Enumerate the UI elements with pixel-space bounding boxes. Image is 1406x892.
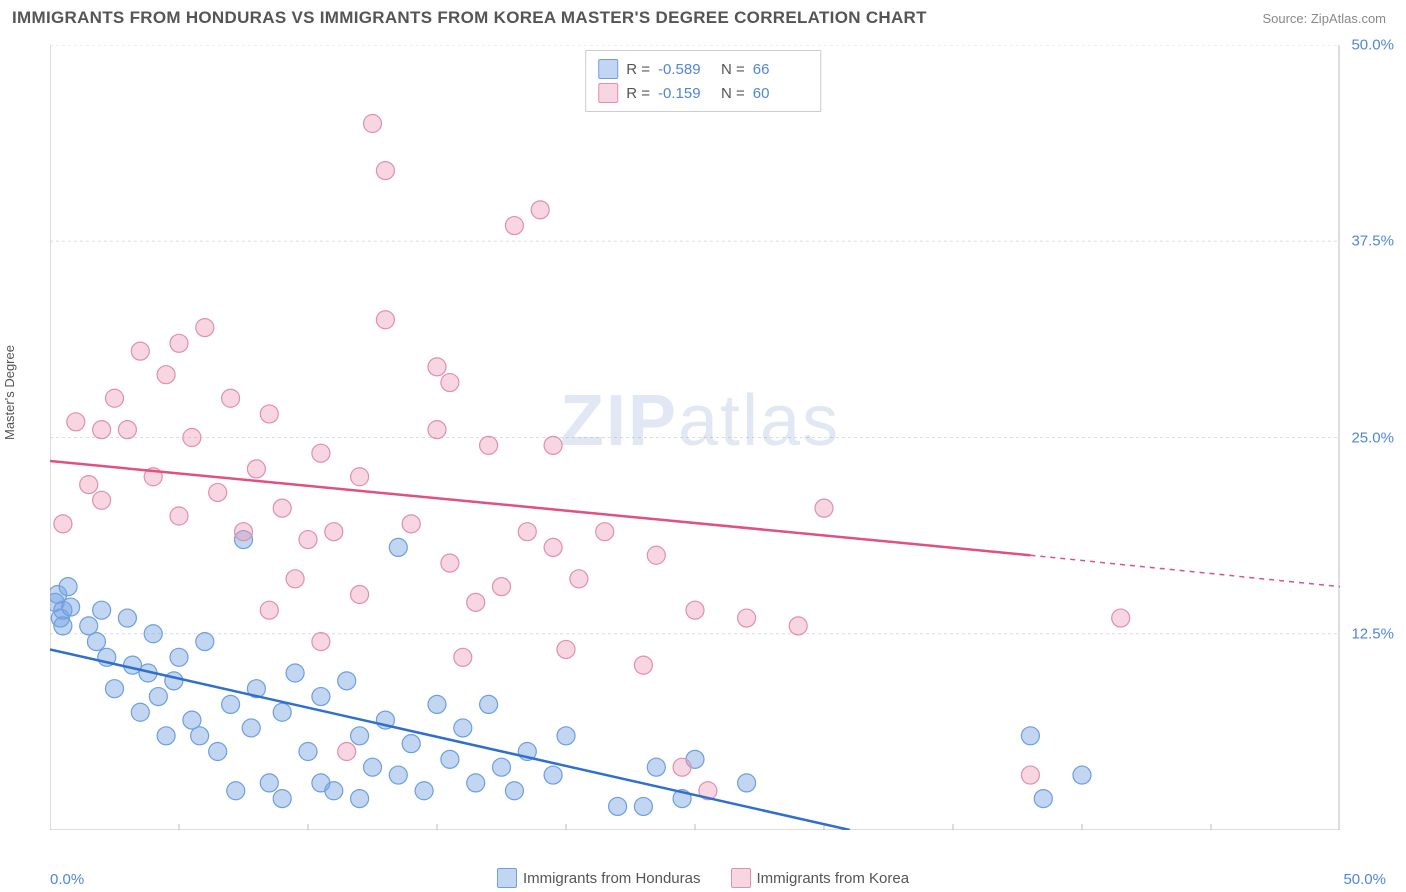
r-label: R =	[626, 85, 650, 102]
y-tick-label: 12.5%	[1351, 625, 1394, 642]
r-value: -0.589	[658, 61, 713, 78]
swatch-icon	[731, 868, 751, 888]
swatch-icon	[497, 868, 517, 888]
legend-item: Immigrants from Honduras	[497, 868, 701, 888]
r-label: R =	[626, 61, 650, 78]
stats-legend: R = -0.589 N = 66 R = -0.159 N = 60	[585, 50, 821, 112]
y-tick-label: 25.0%	[1351, 429, 1394, 446]
y-tick-label: 37.5%	[1351, 233, 1394, 250]
source-label: Source: ZipAtlas.com	[1262, 11, 1386, 26]
stats-row: R = -0.159 N = 60	[598, 81, 808, 105]
y-axis-label: Master's Degree	[2, 345, 17, 440]
n-value: 60	[753, 85, 808, 102]
legend-label: Immigrants from Korea	[757, 870, 910, 887]
n-label: N =	[721, 85, 745, 102]
stats-row: R = -0.589 N = 66	[598, 57, 808, 81]
legend-label: Immigrants from Honduras	[523, 870, 701, 887]
r-value: -0.159	[658, 85, 713, 102]
n-value: 66	[753, 61, 808, 78]
chart-area	[50, 45, 1390, 855]
chart-title: IMMIGRANTS FROM HONDURAS VS IMMIGRANTS F…	[12, 8, 927, 28]
series-legend: Immigrants from Honduras Immigrants from…	[0, 868, 1406, 888]
swatch-icon	[598, 59, 618, 79]
y-tick-label: 50.0%	[1351, 37, 1394, 54]
n-label: N =	[721, 61, 745, 78]
scatter-plot-svg	[50, 45, 1340, 830]
legend-item: Immigrants from Korea	[731, 868, 910, 888]
swatch-icon	[598, 83, 618, 103]
